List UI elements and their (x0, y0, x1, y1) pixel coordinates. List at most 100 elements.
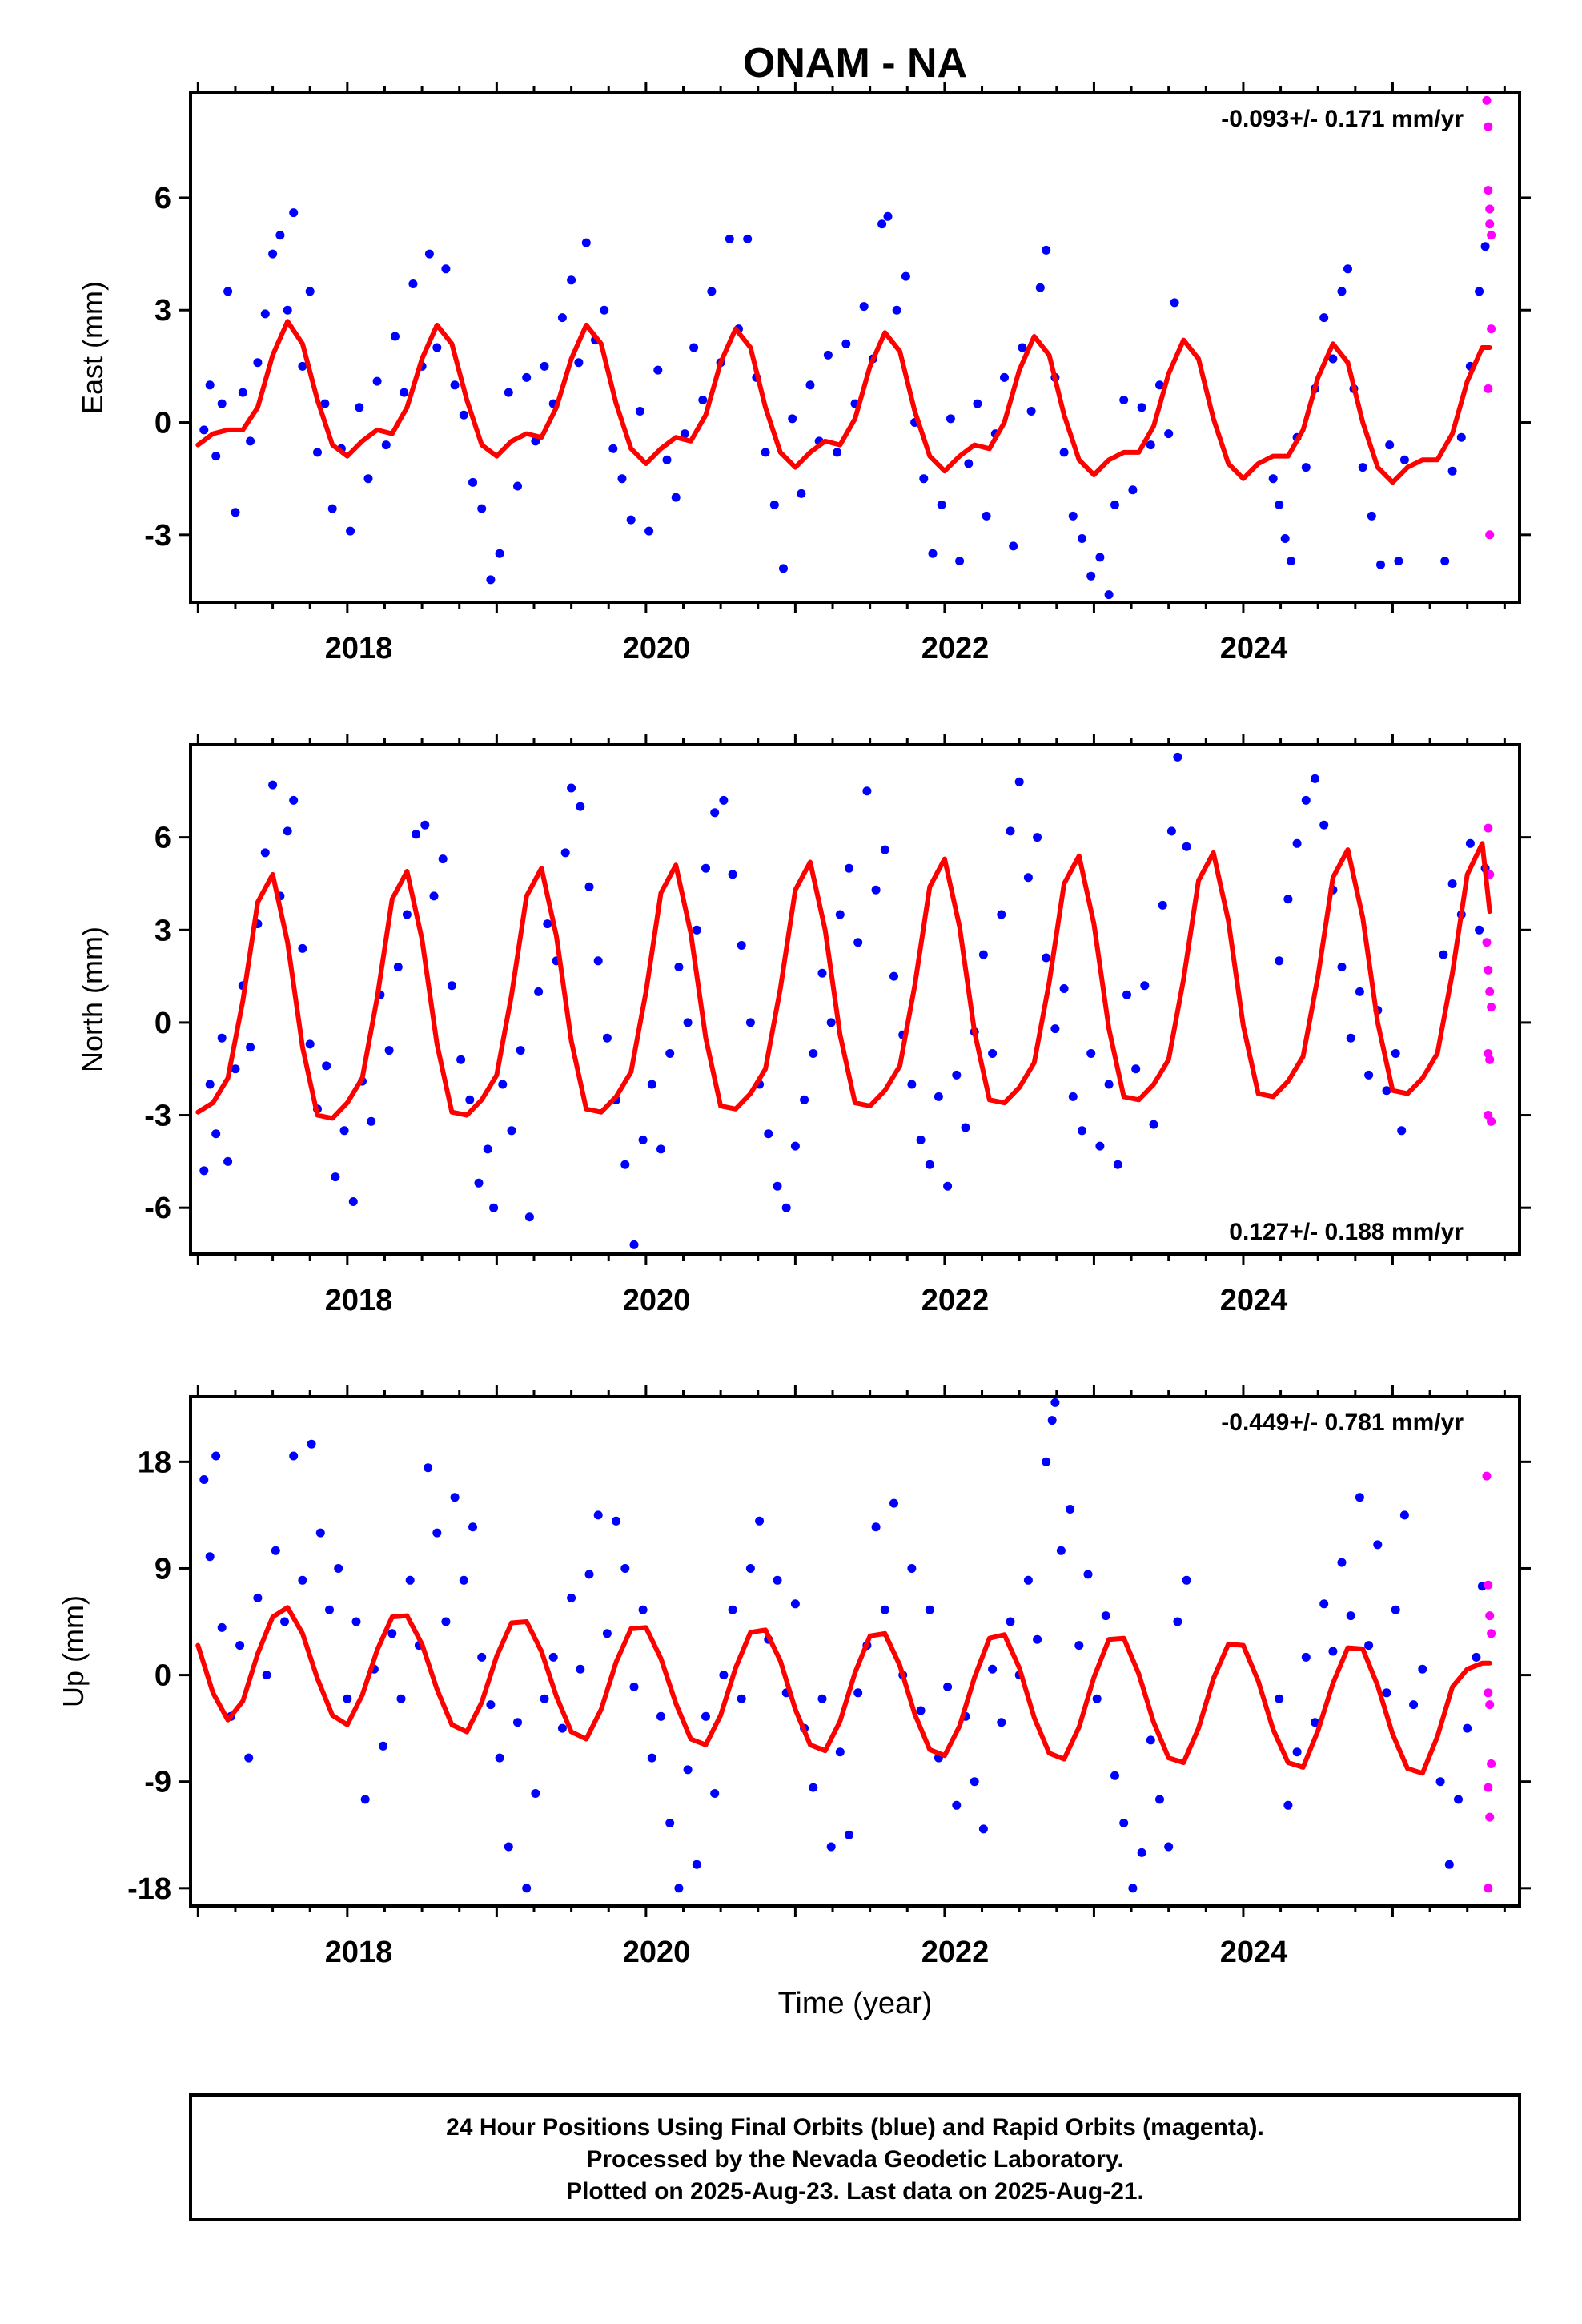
up-final-point (432, 1528, 442, 1538)
north-final-point (1364, 1070, 1374, 1080)
east-final-point (1104, 590, 1114, 600)
north-final-point (826, 1018, 836, 1027)
east-final-point (779, 564, 788, 573)
up-final-point (289, 1451, 299, 1461)
up-final-point (1346, 1611, 1355, 1621)
up-final-point (1444, 1860, 1454, 1869)
up-final-point (1311, 1718, 1319, 1727)
up-rapid-point (1485, 1700, 1495, 1710)
up-final-point (1006, 1617, 1015, 1626)
east-final-point (567, 275, 576, 285)
up-final-point (602, 1629, 612, 1638)
east-final-point (833, 448, 842, 457)
up-final-point (719, 1671, 729, 1680)
up-final-point (835, 1747, 845, 1757)
north-final-point (211, 1129, 221, 1139)
east-final-point (581, 238, 591, 247)
up-rapid-point (1487, 1629, 1496, 1638)
east-final-point (964, 459, 974, 468)
east-final-point (522, 372, 532, 382)
up-final-point (1337, 1558, 1347, 1567)
north-final-point (790, 1141, 800, 1151)
up-final-point (880, 1605, 889, 1614)
north-final-point (567, 783, 576, 793)
up-final-point (737, 1694, 746, 1703)
east-final-point (608, 444, 618, 453)
up-frame (189, 1395, 1521, 1908)
east-rapid-point (1482, 95, 1492, 105)
east-final-point (859, 302, 869, 312)
up-final-point (343, 1694, 352, 1703)
east-final-point (540, 361, 549, 371)
east-final-point (725, 234, 734, 243)
east-final-point (468, 477, 477, 487)
east-x-tick-label-2018: 2018 (325, 632, 393, 665)
north-final-point (348, 1197, 358, 1206)
east-final-point (1358, 463, 1367, 472)
east-final-point (1018, 343, 1027, 352)
up-final-point (1137, 1848, 1146, 1857)
east-final-point (937, 500, 946, 509)
up-final-point (1164, 1842, 1174, 1852)
up-final-point (1373, 1540, 1383, 1550)
north-final-point (543, 919, 552, 929)
north-final-point (683, 1018, 693, 1027)
east-final-point (408, 279, 418, 288)
east-y-tick-label: -3 (144, 519, 171, 553)
east-rapid-point (1484, 186, 1493, 195)
north-final-point (764, 1129, 773, 1139)
north-x-tick-label-2022: 2022 (921, 1284, 990, 1317)
chart-title: ONAM - NA (743, 40, 967, 86)
up-final-point (567, 1593, 576, 1602)
east-final-point (698, 396, 708, 404)
north-final-point (1113, 1160, 1122, 1169)
up-x-tick-label-2024: 2024 (1220, 1936, 1288, 1969)
up-final-point (745, 1564, 755, 1573)
east-final-point (557, 313, 567, 323)
up-final-point (1319, 1599, 1329, 1609)
up-final-point (244, 1753, 254, 1763)
up-final-point (334, 1564, 343, 1573)
up-final-point (396, 1694, 406, 1703)
north-plot-area (195, 752, 1496, 1249)
up-final-point (1047, 1416, 1057, 1425)
north-final-point (862, 786, 872, 796)
east-final-point (644, 526, 654, 536)
east-final-point (381, 440, 391, 450)
up-plot-area (195, 1397, 1496, 1893)
up-final-point (665, 1819, 675, 1827)
north-final-point (692, 925, 701, 935)
east-final-point (1035, 283, 1045, 292)
north-final-point (339, 1126, 349, 1136)
east-x-tick-label-2022: 2022 (921, 632, 990, 665)
north-y-axis-label: North (mm) (76, 927, 109, 1072)
north-y-tick-label: -6 (144, 1192, 171, 1225)
up-final-point (1182, 1575, 1191, 1585)
north-final-point (456, 1055, 466, 1064)
east-final-point (424, 249, 434, 259)
north-final-point (1014, 777, 1024, 786)
north-final-point (507, 1126, 516, 1136)
east-rate-label: -0.093+/- 0.171 mm/yr (1221, 106, 1464, 132)
up-final-point (692, 1860, 701, 1869)
north-final-point (1140, 981, 1150, 991)
east-final-point (574, 358, 584, 368)
east-final-point (761, 448, 770, 457)
north-final-point (674, 963, 684, 971)
north-final-point (809, 1049, 818, 1058)
east-final-point (1268, 474, 1278, 484)
north-model-curve (195, 841, 1492, 1121)
up-final-point (1435, 1777, 1445, 1787)
north-final-point (1149, 1120, 1158, 1129)
up-final-point (710, 1789, 720, 1798)
north-final-point (560, 848, 570, 858)
up-rapid-point (1484, 1688, 1493, 1698)
north-final-point (710, 808, 720, 818)
up-final-point (1364, 1641, 1374, 1651)
north-final-point (223, 1156, 233, 1166)
east-final-point (1440, 557, 1450, 566)
north-final-point (593, 956, 603, 966)
east-final-point (211, 452, 221, 461)
footer-line-1: 24 Hour Positions Using Final Orbits (bl… (446, 2114, 1264, 2141)
north-rapid-point (1485, 1055, 1495, 1064)
